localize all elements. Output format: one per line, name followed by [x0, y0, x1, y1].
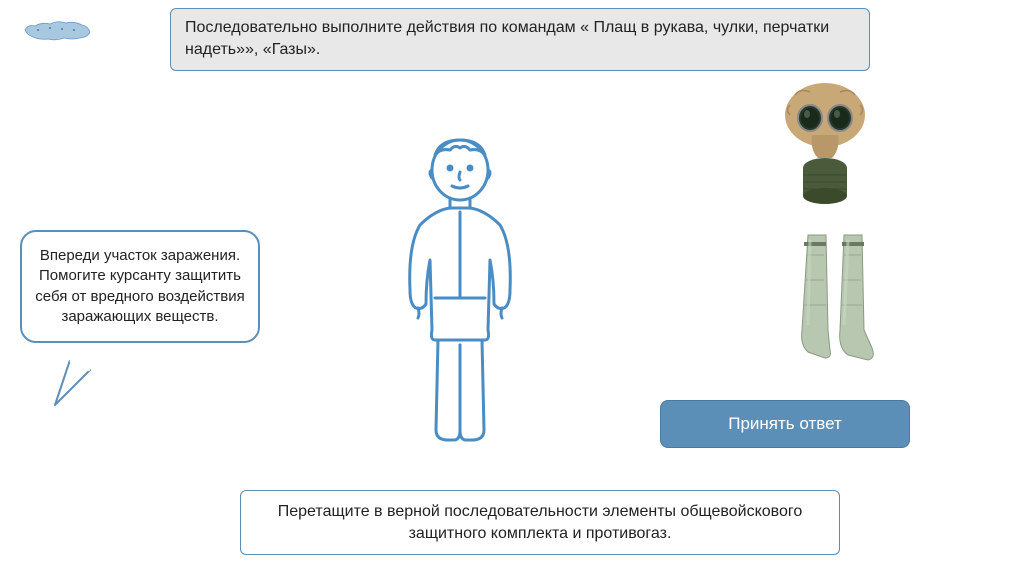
russia-map-icon	[20, 12, 95, 52]
person-figure[interactable]	[360, 130, 560, 450]
protective-stockings-item[interactable]	[780, 230, 890, 365]
speech-bubble-text: Впереди участок заражения. Помогите курс…	[35, 247, 244, 325]
bottom-instruction-text: Перетащите в верной последовательности э…	[278, 503, 803, 542]
top-instruction-text: Последовательно выполните действия по ко…	[185, 19, 829, 58]
top-instruction-box: Последовательно выполните действия по ко…	[170, 8, 870, 71]
accept-button-label: Принять ответ	[728, 414, 842, 434]
accept-answer-button[interactable]: Принять ответ	[660, 400, 910, 448]
speech-bubble: Впереди участок заражения. Помогите курс…	[20, 230, 260, 343]
bottom-instruction-box: Перетащите в верной последовательности э…	[240, 490, 840, 555]
speech-bubble-tail	[50, 360, 110, 420]
gasmask-item[interactable]	[770, 80, 880, 205]
